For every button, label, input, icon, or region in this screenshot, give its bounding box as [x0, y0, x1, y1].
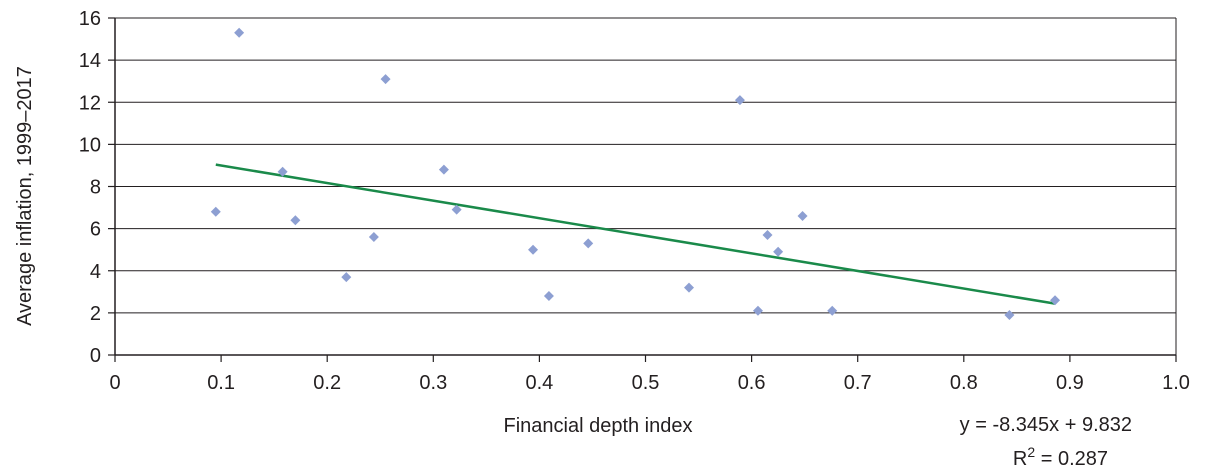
grid-lines	[115, 17, 1177, 356]
data-point	[1004, 309, 1015, 320]
data-point	[684, 282, 695, 293]
data-point	[762, 229, 773, 240]
x-tick-label: 0.7	[844, 372, 872, 394]
data-point	[797, 210, 808, 221]
x-tick-label: 0.6	[738, 372, 766, 394]
y-tick-label: 14	[79, 50, 101, 72]
y-tick-label: 8	[90, 177, 101, 199]
x-axis-title: Financial depth index	[503, 415, 692, 437]
x-tick-label: 0.1	[207, 372, 235, 394]
r-squared-superscript: 2	[1027, 444, 1035, 460]
data-point	[752, 305, 763, 316]
x-tick-label: 0.2	[313, 372, 341, 394]
data-point	[543, 291, 554, 302]
data-point	[528, 244, 539, 255]
r-squared-value: = 0.287	[1035, 448, 1108, 470]
data-point	[380, 74, 391, 85]
data-point	[277, 166, 288, 177]
y-tick-label: 16	[79, 8, 101, 30]
x-tick-label: 0.5	[632, 372, 660, 394]
data-points	[210, 27, 1061, 320]
y-tick-label: 10	[79, 134, 101, 156]
data-point	[827, 305, 838, 316]
y-axis-title: Average inflation, 1999–2017	[14, 66, 36, 326]
data-point	[438, 164, 449, 175]
x-tick-label: 0.9	[1056, 372, 1084, 394]
data-point	[773, 246, 784, 257]
y-tick-label: 0	[90, 345, 101, 367]
y-tick-label: 6	[90, 219, 101, 241]
data-point	[451, 204, 462, 215]
x-tick-label: 0.3	[419, 372, 447, 394]
x-tick-label: 0.8	[950, 372, 978, 394]
x-tick-label: 0	[109, 372, 120, 394]
data-point	[210, 206, 221, 217]
trendline	[215, 163, 1056, 305]
r-squared-prefix: R	[1013, 448, 1027, 470]
trendline-equation: y = -8.345x + 9.832	[960, 414, 1132, 436]
data-point	[341, 272, 352, 283]
data-point	[734, 95, 745, 106]
trendline-group	[215, 163, 1056, 305]
data-point	[290, 215, 301, 226]
y-tick-label: 2	[90, 303, 101, 325]
y-tick-label: 12	[79, 92, 101, 114]
data-point	[1050, 295, 1061, 306]
data-point	[583, 238, 594, 249]
x-tick-labels: 0 0.1 0.2 0.3 0.4 0.5 0.6 0.7 0.8 0.9 1.0	[109, 355, 1190, 394]
y-tick-labels: 0 2 4 6 8 10 12 14 16	[79, 8, 115, 367]
r-squared-label: R2 = 0.287	[1013, 444, 1108, 470]
x-tick-label: 0.4	[525, 372, 553, 394]
data-point	[234, 27, 245, 38]
y-tick-label: 4	[90, 261, 101, 283]
x-tick-label: 1.0	[1162, 372, 1190, 394]
data-point	[368, 232, 379, 243]
